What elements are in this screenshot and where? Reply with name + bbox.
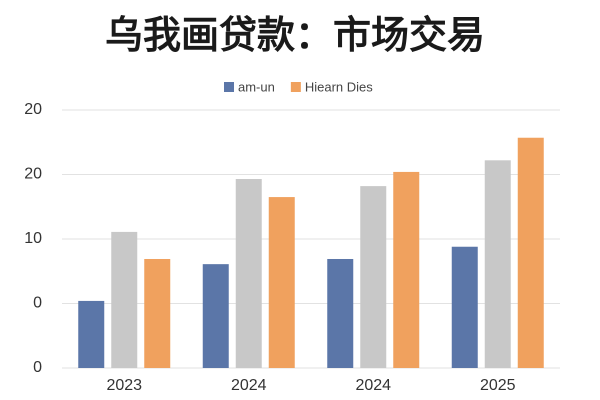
bar: [78, 300, 105, 368]
y-tick-label: 10: [24, 230, 42, 247]
y-tick-label: 20: [24, 166, 42, 183]
x-tick-label: 2025: [480, 377, 516, 394]
y-tick-label: 20: [24, 101, 42, 118]
y-tick-label: 0: [33, 295, 42, 312]
bar: [202, 264, 229, 368]
bar: [393, 171, 420, 368]
bar: [327, 258, 354, 368]
bar: [451, 246, 478, 368]
legend-swatch: [224, 82, 234, 92]
bar: [484, 160, 511, 368]
legend-swatch: [290, 82, 301, 92]
bar: [235, 179, 262, 368]
x-tick-label: 2024: [231, 377, 267, 394]
bar: [268, 197, 295, 368]
bar: [144, 258, 171, 368]
bar: [111, 231, 138, 368]
legend-label: am-un: [238, 79, 275, 94]
legend-label: Hiearn Dies: [305, 79, 373, 94]
y-tick-label: 0: [33, 359, 42, 376]
bar: [517, 137, 544, 368]
chart-title: 乌我画贷款：市场交易: [105, 14, 485, 57]
bar: [360, 186, 387, 368]
x-tick-label: 2023: [106, 377, 142, 394]
x-tick-label: 2024: [355, 377, 391, 394]
